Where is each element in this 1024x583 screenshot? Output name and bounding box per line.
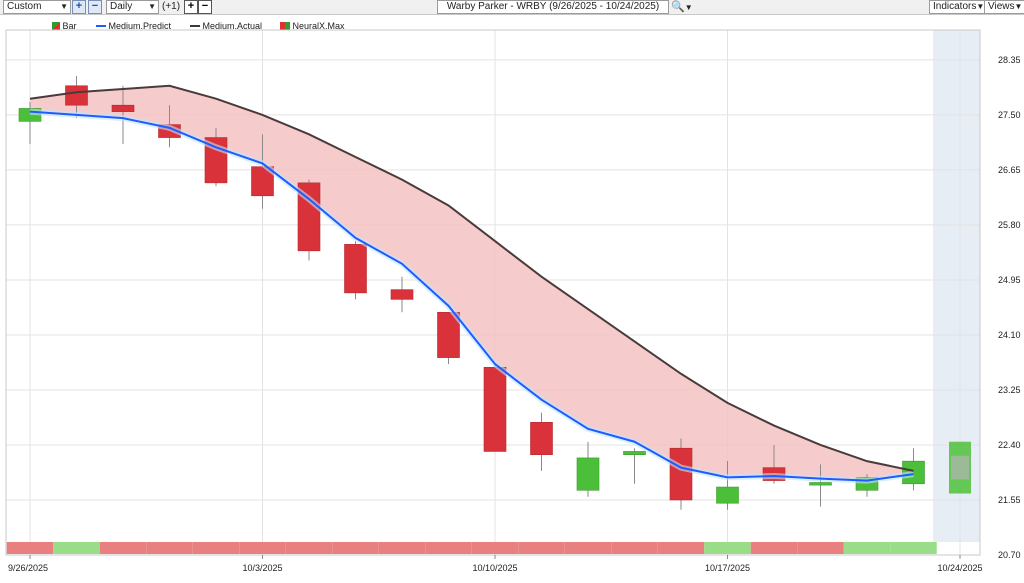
zoom-in-button[interactable]: + (72, 0, 86, 14)
y-tick-label: 24.10 (998, 330, 1021, 340)
candle-body (576, 457, 600, 491)
x-tick-label: 10/24/2025 (937, 563, 982, 573)
candle-body (716, 486, 739, 504)
x-tick-label: 10/3/2025 (242, 563, 282, 573)
line-icon (96, 25, 106, 27)
search-button[interactable]: 🔍▼ (671, 0, 693, 13)
chevron-down-icon: ▼ (148, 2, 156, 11)
candle-body (623, 451, 646, 455)
signal-band-segment (518, 542, 565, 554)
signal-band (6, 542, 937, 554)
legend-label: Bar (62, 21, 77, 31)
signal-band-segment (890, 542, 937, 554)
y-tick-label: 24.95 (998, 275, 1021, 285)
y-tick-label: 20.70 (998, 550, 1021, 560)
legend-label: Medium.Predict (108, 21, 172, 31)
x-tick-label: 10/17/2025 (705, 563, 750, 573)
bar-icon (52, 22, 60, 30)
signal-band-segment (750, 542, 798, 554)
legend-item-bar: Bar (52, 21, 77, 31)
legend-item-neuralx-max: NeuralX.Max (280, 21, 345, 31)
period-select-value: Custom (7, 1, 42, 12)
chevron-down-icon: ▼ (1014, 2, 1023, 11)
y-tick-label: 22.40 (998, 440, 1021, 450)
signal-band-segment (99, 542, 147, 554)
chevron-down-icon: ▼ (684, 3, 693, 12)
signal-band-segment (332, 542, 379, 554)
candle-body (111, 104, 135, 112)
offset-minus-button[interactable]: − (198, 0, 212, 14)
x-axis: 9/26/2025 10/3/2025 10/10/2025 10/17/2025 10… (8, 555, 983, 573)
signal-band-segment (704, 542, 751, 554)
interval-select-value: Daily (110, 1, 133, 12)
legend-item-medium-actual: Medium.Actual (190, 21, 262, 31)
candle-body (809, 482, 832, 486)
magnifier-icon: 🔍 (671, 1, 685, 13)
spread-fill (30, 85, 914, 481)
chart-grid (5, 29, 981, 556)
signal-band-segment (378, 542, 426, 554)
signal-band-segment (6, 542, 54, 554)
signal-band-segment (285, 542, 333, 554)
medium-actual-line (29, 84, 914, 472)
y-tick-label: 25.80 (998, 220, 1021, 230)
chevron-down-icon: ▼ (60, 2, 68, 11)
x-tick-label: 10/10/2025 (472, 563, 517, 573)
signal-band-segment (146, 542, 193, 554)
x-tick-label: 9/26/2025 (8, 563, 48, 573)
zoom-out-button[interactable]: − (88, 0, 102, 14)
y-axis: 28.35 27.50 26.65 25.80 24.95 24.10 23.25 22.40… (998, 55, 1021, 560)
offset-plus-button[interactable]: + (184, 0, 198, 14)
y-tick-label: 23.25 (998, 385, 1021, 395)
y-tick-label: 26.65 (998, 165, 1021, 175)
chevron-down-icon: ▼ (976, 2, 985, 11)
line-icon (190, 25, 200, 27)
neuralx-max-core (951, 455, 969, 480)
signal-band-segment (797, 542, 844, 554)
y-tick-label: 21.55 (998, 495, 1021, 505)
spread-area (30, 85, 914, 481)
legend-item-medium-predict: Medium.Predict (96, 21, 171, 31)
signal-band-segment (564, 542, 612, 554)
candle-body (902, 460, 925, 485)
signal-band-segment (53, 542, 100, 554)
signal-band-segment (843, 542, 891, 554)
candle-body (437, 311, 460, 358)
medium-predict-line (29, 110, 914, 482)
y-tick-label: 27.50 (998, 110, 1021, 120)
neuralx-icon (280, 22, 290, 30)
candle-body (530, 422, 553, 455)
line-series (29, 84, 914, 484)
signal-band-segment (425, 542, 472, 554)
legend-label: Medium.Actual (202, 21, 263, 31)
signal-band-segment (657, 542, 705, 554)
candle-body (483, 367, 507, 452)
plot-frame (5, 29, 981, 556)
signal-band-segment (471, 542, 519, 554)
period-select[interactable]: Custom ▼ (3, 0, 71, 14)
toolbar: Custom ▼ + − Daily ▼ (+1) + − Warby Park… (0, 0, 1024, 15)
offset-label: (+1) (162, 1, 181, 12)
candle-body (65, 85, 88, 106)
indicators-label: Indicators (933, 1, 977, 12)
candle-body (669, 447, 693, 501)
legend-label: NeuralX.Max (292, 21, 345, 31)
views-button[interactable]: Views▼ (984, 0, 1024, 14)
signal-band-segment (192, 542, 240, 554)
chart-title: Warby Parker - WRBY (9/26/2025 - 10/24/2… (437, 0, 669, 14)
interval-select[interactable]: Daily ▼ (106, 0, 159, 14)
signal-band-segment (239, 542, 286, 554)
views-label: Views (988, 1, 1015, 12)
signal-band-segment (611, 542, 658, 554)
candle-body (390, 289, 414, 300)
y-tick-label: 28.35 (998, 55, 1021, 65)
candle-body (344, 244, 367, 294)
